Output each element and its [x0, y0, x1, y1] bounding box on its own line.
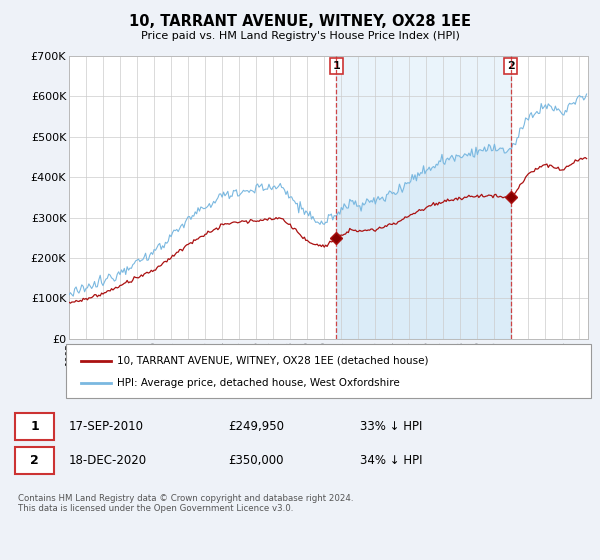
Text: 18-DEC-2020: 18-DEC-2020 [69, 454, 147, 467]
Text: 1: 1 [332, 61, 340, 71]
Text: 2: 2 [30, 454, 39, 467]
Text: Contains HM Land Registry data © Crown copyright and database right 2024.
This d: Contains HM Land Registry data © Crown c… [18, 494, 353, 514]
Text: £350,000: £350,000 [228, 454, 284, 467]
Text: 10, TARRANT AVENUE, WITNEY, OX28 1EE: 10, TARRANT AVENUE, WITNEY, OX28 1EE [129, 14, 471, 29]
Text: 1: 1 [30, 420, 39, 433]
Text: £249,950: £249,950 [228, 420, 284, 433]
Text: 17-SEP-2010: 17-SEP-2010 [69, 420, 144, 433]
Text: HPI: Average price, detached house, West Oxfordshire: HPI: Average price, detached house, West… [117, 378, 400, 388]
Text: 33% ↓ HPI: 33% ↓ HPI [360, 420, 422, 433]
Text: 34% ↓ HPI: 34% ↓ HPI [360, 454, 422, 467]
Text: 10, TARRANT AVENUE, WITNEY, OX28 1EE (detached house): 10, TARRANT AVENUE, WITNEY, OX28 1EE (de… [117, 356, 428, 366]
Text: 2: 2 [507, 61, 515, 71]
Text: Price paid vs. HM Land Registry's House Price Index (HPI): Price paid vs. HM Land Registry's House … [140, 31, 460, 41]
Bar [337, 56, 511, 339]
